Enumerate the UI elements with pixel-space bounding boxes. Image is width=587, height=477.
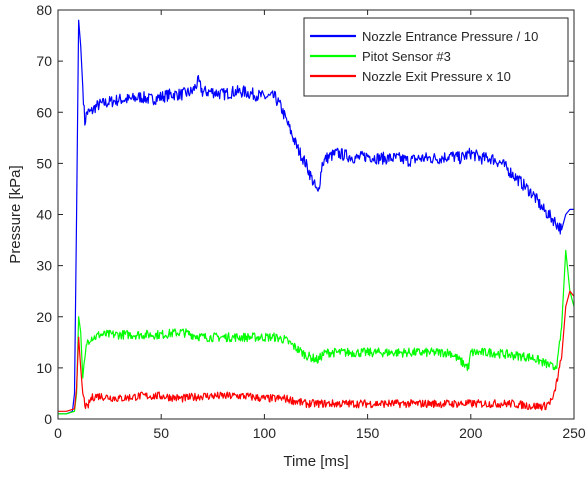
legend-label-1: Nozzle Entrance Pressure / 10 xyxy=(362,29,538,44)
x-tick-label: 200 xyxy=(459,425,483,441)
x-tick-label: 50 xyxy=(153,425,169,441)
y-tick-label: 30 xyxy=(36,258,52,274)
y-tick-label: 70 xyxy=(36,53,52,69)
y-tick-label: 10 xyxy=(36,360,52,376)
x-tick-label: 0 xyxy=(54,425,62,441)
legend-label-3: Nozzle Exit Pressure x 10 xyxy=(362,69,511,84)
y-tick-label: 50 xyxy=(36,155,52,171)
series-line-2 xyxy=(58,249,575,415)
y-tick-label: 0 xyxy=(44,411,52,427)
series-line-1 xyxy=(58,19,574,415)
series-line-3 xyxy=(58,290,575,412)
y-tick-label: 40 xyxy=(36,207,52,223)
x-tick-label: 100 xyxy=(253,425,277,441)
x-axis-label: Time [ms] xyxy=(283,453,348,470)
x-tick-label: 250 xyxy=(562,425,586,441)
y-tick-label: 80 xyxy=(36,2,52,18)
legend: Nozzle Entrance Pressure / 10 Pitot Senso… xyxy=(303,17,569,97)
series-layer xyxy=(58,19,575,415)
axes-layer: 0 50 100 150 200 250 0 10 20 30 40 50 60 70 80 Time [ms… xyxy=(7,2,586,470)
legend-label-2: Pitot Sensor #3 xyxy=(362,49,451,64)
y-tick-label: 60 xyxy=(36,104,52,120)
y-tick-label: 20 xyxy=(36,309,52,325)
y-axis-label: Pressure [kPa] xyxy=(7,165,24,263)
x-tick-label: 150 xyxy=(356,425,380,441)
